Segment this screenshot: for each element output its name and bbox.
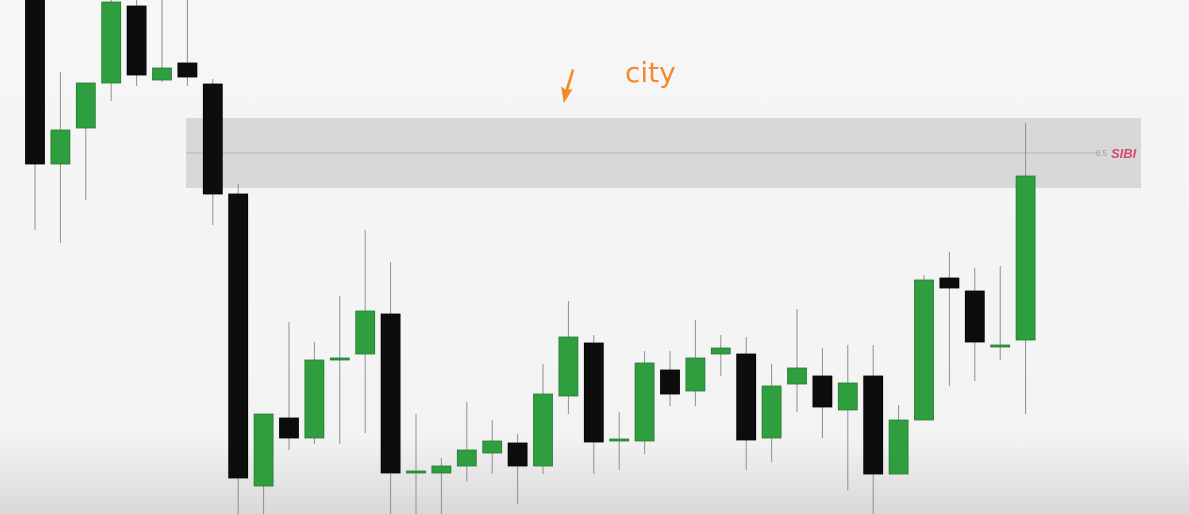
half-level-label: 0.5	[1096, 149, 1108, 158]
candle-body	[685, 357, 706, 392]
candle-body	[736, 353, 757, 441]
candle-body	[863, 375, 884, 475]
candle-body	[939, 277, 960, 289]
candle-body	[888, 419, 909, 475]
candle-body	[406, 470, 426, 474]
candle-body	[456, 449, 477, 467]
candle-body	[25, 0, 45, 165]
candle-body	[380, 313, 401, 474]
candle-body	[558, 336, 579, 397]
candle-body	[101, 1, 122, 84]
candles-group	[25, 0, 1036, 514]
candle-body	[482, 440, 503, 454]
candle-body	[1015, 175, 1036, 341]
candle-body	[329, 357, 350, 361]
candle-body	[837, 382, 858, 411]
candle-body	[609, 438, 630, 442]
candle-body	[761, 385, 782, 439]
candle-body	[507, 442, 528, 467]
candle-body	[812, 375, 833, 408]
city-annotation: city	[625, 56, 676, 89]
candle-body	[710, 347, 731, 355]
candle-body	[634, 362, 655, 442]
candle-body	[660, 369, 680, 395]
sibi-label: SIBI	[1111, 146, 1137, 161]
candle-body	[355, 310, 376, 355]
candle-body	[279, 417, 299, 439]
candle-body	[152, 67, 172, 81]
candle-body	[50, 129, 71, 165]
candle-body	[304, 359, 325, 439]
candle-body	[75, 82, 96, 129]
candle-body	[126, 5, 147, 76]
candle-body	[914, 279, 934, 421]
candle-body	[583, 342, 604, 443]
candle-body	[177, 62, 198, 78]
candle-body	[228, 193, 249, 479]
arrow-down-icon	[561, 69, 575, 104]
candle-body	[533, 393, 553, 467]
candle-body	[990, 344, 1011, 348]
candle-body	[787, 367, 807, 385]
candle-body	[202, 83, 223, 195]
candle-body	[964, 290, 985, 343]
candle-body	[431, 465, 452, 474]
candle-body	[253, 413, 274, 487]
